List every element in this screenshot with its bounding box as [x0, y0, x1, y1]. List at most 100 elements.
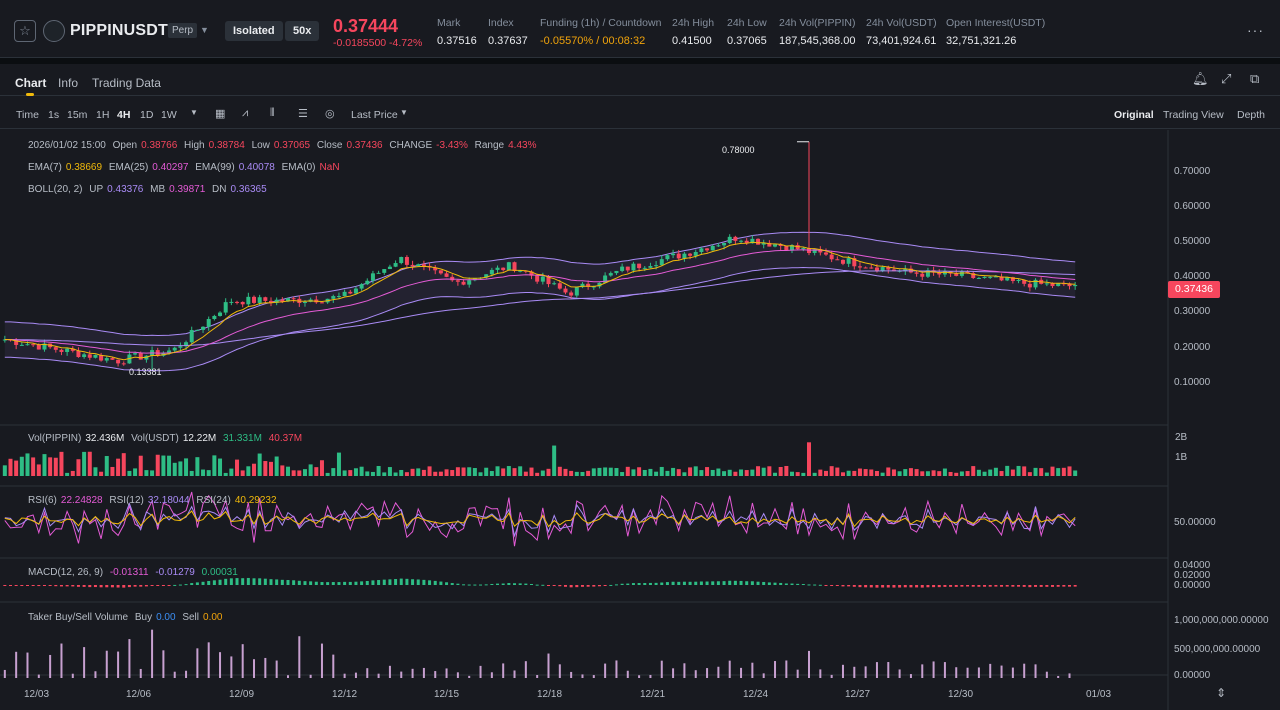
candle-body	[756, 238, 761, 245]
indicators-icon[interactable]: ⩘	[242, 107, 249, 119]
candle-body	[733, 236, 738, 241]
volume-bar	[167, 455, 172, 476]
macd-bar	[1068, 585, 1072, 587]
stat-label: 24h Vol(PIPPIN)	[779, 17, 856, 29]
bell-icon[interactable]: 🔔︎	[1192, 71, 1209, 86]
interval-1d[interactable]: 1D	[140, 109, 154, 121]
boll-up-label: UP	[89, 184, 104, 195]
settings-sliders-icon[interactable]: ☰	[298, 108, 308, 120]
macd-bar	[728, 580, 732, 585]
macd-bar	[48, 585, 52, 586]
chart-type-icon[interactable]: ⫴	[270, 107, 275, 119]
chart-area[interactable]: 2026/01/02 15:00 Open 0.38766 High 0.38784…	[0, 130, 1280, 710]
taker-bar	[196, 648, 199, 678]
candle-body	[65, 348, 70, 352]
margin-mode-button[interactable]: Isolated	[225, 21, 283, 41]
symbol-name[interactable]: PIPPINUSDT	[70, 22, 169, 39]
volume-bar	[676, 469, 681, 476]
expand-icon[interactable]: ⤢	[1221, 71, 1232, 86]
macd-bar	[875, 585, 879, 588]
view-original[interactable]: Original	[1114, 109, 1154, 121]
range-label: Range	[474, 140, 505, 151]
interval-time[interactable]: Time	[16, 109, 39, 121]
candle-body	[971, 273, 976, 278]
candle-body	[1010, 277, 1015, 282]
volume-legend[interactable]: Vol(PIPPIN) 32.436M Vol(USDT) 12.22M 31.33…	[28, 433, 306, 444]
taker-bar	[672, 668, 675, 678]
taker-legend[interactable]: Taker Buy/Sell Volume Buy 0.00 Sell 0.00	[28, 612, 226, 623]
candle-body	[580, 283, 585, 288]
fit-vertical-icon[interactable]: ⇕	[1216, 686, 1227, 700]
interval-more-chevron-down-icon[interactable]: ▼	[190, 108, 198, 117]
macd-bar	[195, 582, 199, 585]
candle-body	[552, 283, 557, 285]
candle-body	[206, 319, 211, 327]
more-options-icon[interactable]: ···	[1247, 22, 1264, 38]
candle-body	[133, 353, 138, 355]
macd-bar	[337, 582, 341, 585]
macd-bar	[637, 583, 641, 585]
taker-sell-label: Sell	[182, 612, 200, 623]
taker-bar	[490, 672, 493, 678]
popout-icon[interactable]: ⧉	[1250, 71, 1260, 86]
macd-bar	[297, 580, 301, 585]
ema-legend[interactable]: EMA(7) 0.38669 EMA(25) 0.40297 EMA(99) 0.40…	[28, 162, 344, 173]
interval-4h[interactable]: 4H	[117, 109, 131, 121]
rsi12-value: 32.18044	[147, 495, 190, 506]
candle-body	[557, 283, 562, 289]
macd-bar	[473, 584, 477, 586]
candle-body	[773, 244, 778, 247]
candle-body	[880, 267, 885, 272]
symbol-dropdown-chevron-down-icon[interactable]: ▼	[200, 25, 209, 35]
taker-bar	[253, 659, 256, 678]
candle-body	[688, 253, 693, 256]
candle-body	[920, 273, 925, 277]
view-depth[interactable]: Depth	[1237, 109, 1266, 121]
favorite-star-icon[interactable]: ☆	[14, 20, 36, 42]
volume-bar	[971, 466, 976, 476]
rsi-legend[interactable]: RSI(6) 22.24828 RSI(12) 32.18044 RSI(24) 40…	[28, 495, 281, 506]
macd-legend[interactable]: MACD(12, 26, 9) -0.01311 -0.01279 0.0003…	[28, 567, 242, 578]
macd-bar	[445, 582, 449, 585]
boll-legend[interactable]: BOLL(20, 2) UP 0.43376 MB 0.39871 DN 0.3636…	[28, 184, 271, 195]
ema25-line	[4, 249, 1076, 354]
chart-canvas[interactable]	[0, 130, 1280, 710]
volume-bar	[790, 471, 795, 476]
candle-body	[450, 276, 455, 281]
taker-bar	[117, 651, 120, 678]
calendar-icon[interactable]: ▦	[215, 108, 226, 120]
interval-1h[interactable]: 1H	[96, 109, 110, 121]
taker-bar	[320, 643, 323, 678]
tab-info[interactable]: Info	[58, 76, 79, 90]
macd-bar	[42, 585, 46, 586]
view-trading-view[interactable]: Trading View	[1163, 109, 1224, 121]
macd-bar	[484, 584, 488, 586]
macd-bar	[1022, 585, 1026, 587]
interval-1w[interactable]: 1W	[161, 109, 177, 121]
change-label: CHANGE	[389, 140, 433, 151]
stat-index[interactable]: Index 0.37637	[488, 17, 528, 47]
tab-chart[interactable]: Chart	[15, 76, 47, 90]
price-type-select[interactable]: Last Price	[351, 109, 398, 121]
macd-bar	[71, 585, 75, 587]
taker-bar	[105, 650, 108, 678]
taker-buy-value: 0.00	[156, 612, 176, 623]
price-type-chevron-down-icon[interactable]: ▼	[400, 108, 408, 117]
taker-bar	[49, 654, 52, 678]
macd-bar	[852, 585, 856, 587]
taker-bar	[128, 639, 131, 678]
tab-trading-data[interactable]: Trading Data	[92, 76, 161, 90]
target-icon[interactable]: ◎	[325, 108, 335, 120]
candle-body	[484, 274, 489, 278]
interval-15m[interactable]: 15m	[67, 109, 88, 121]
volume-bar	[920, 471, 925, 476]
volume-bar	[778, 467, 783, 476]
macd-bar	[99, 585, 103, 588]
interval-1s[interactable]: 1s	[48, 109, 60, 121]
volume-bar	[976, 469, 981, 476]
boll-mb-value: 0.39871	[169, 184, 206, 195]
taker-bar	[785, 660, 788, 678]
stat-open-interest[interactable]: Open Interest(USDT) 32,751,321.26	[946, 17, 1045, 47]
rsi6-label: RSI(6)	[28, 495, 57, 506]
leverage-button[interactable]: 50x	[285, 21, 320, 41]
